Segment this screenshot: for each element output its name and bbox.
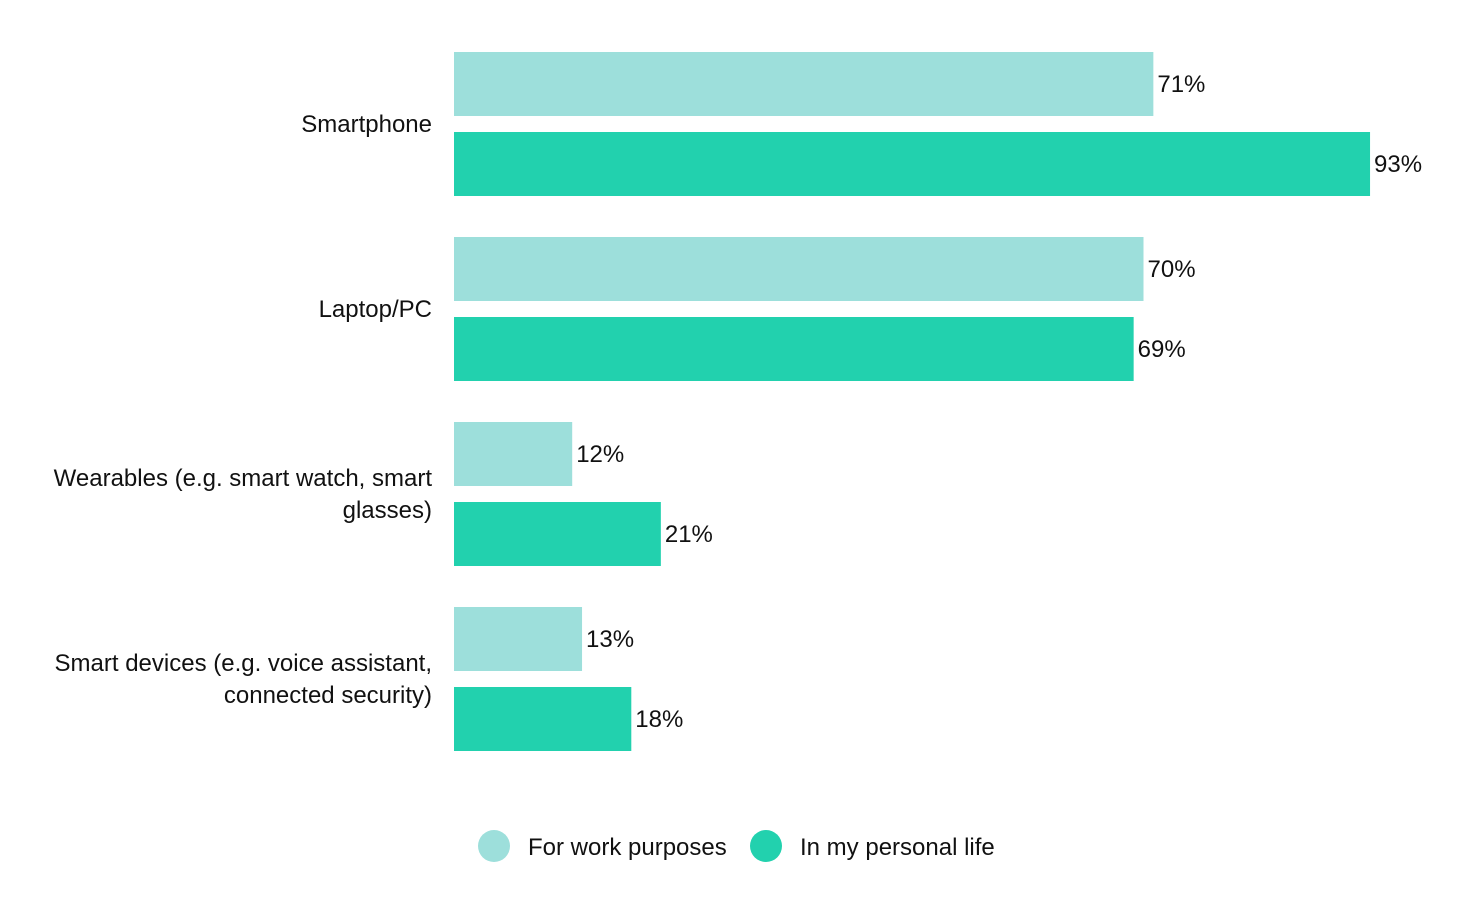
data-label: 18% <box>635 706 683 733</box>
legend: For work purposes In my personal life <box>478 830 995 862</box>
bar <box>454 422 573 486</box>
plot-area: Smartphone 71% 93% Laptop/PC 70% 69% Wearables… <box>54 52 1422 751</box>
bar <box>454 52 1154 116</box>
bar <box>454 687 632 751</box>
data-label: 93% <box>1374 151 1422 178</box>
category-group: Wearables (e.g. smart watch, smart glasse… <box>54 422 713 566</box>
legend-item: In my personal life <box>750 830 995 862</box>
legend-item: For work purposes <box>478 830 727 862</box>
category-label: Wearables (e.g. smart watch, smart <box>54 465 433 492</box>
bar <box>454 237 1144 301</box>
category-group: Laptop/PC 70% 69% <box>319 237 1196 381</box>
data-label: 12% <box>576 441 624 468</box>
category-group: Smart devices (e.g. voice assistant, conn… <box>55 607 683 751</box>
category-label: Smartphone <box>301 111 432 138</box>
legend-marker <box>478 830 510 862</box>
bar <box>454 502 661 566</box>
bar <box>454 317 1134 381</box>
data-label: 70% <box>1148 256 1196 283</box>
legend-marker <box>750 830 782 862</box>
bar <box>454 607 583 671</box>
legend-label: In my personal life <box>800 834 995 861</box>
category-label: Laptop/PC <box>319 296 432 323</box>
data-label: 71% <box>1157 71 1205 98</box>
category-label: connected security) <box>224 682 432 709</box>
data-label: 69% <box>1138 336 1186 363</box>
category-label: Smart devices (e.g. voice assistant, <box>55 650 432 677</box>
data-label: 13% <box>586 626 634 653</box>
legend-label: For work purposes <box>528 834 727 861</box>
bar <box>454 132 1371 196</box>
category-group: Smartphone 71% 93% <box>301 52 1422 196</box>
category-label: glasses) <box>343 497 432 524</box>
data-label: 21% <box>665 521 713 548</box>
